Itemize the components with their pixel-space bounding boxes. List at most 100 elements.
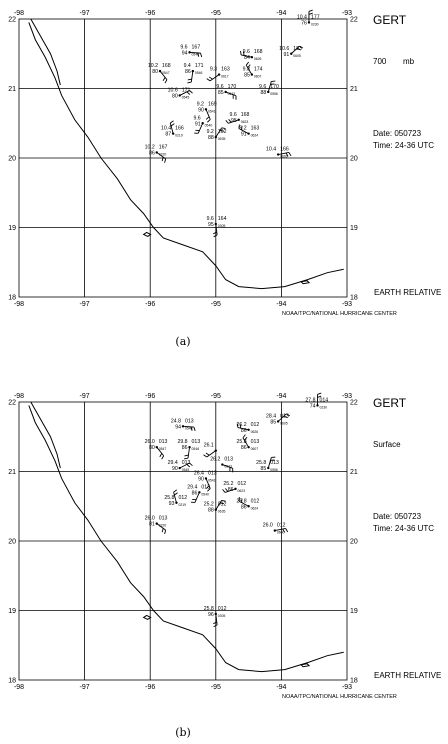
lat-tick-right: 21: [350, 86, 358, 93]
station-dewpoint: 85: [218, 90, 224, 96]
station-time: 0541: [208, 109, 216, 113]
nhc-credit: NOAA/TPC/NATIONAL HURRICANE CENTER: [282, 694, 397, 700]
station-time: 0220: [159, 524, 167, 528]
station-plot: 25.896 012 0305: [204, 606, 227, 628]
barb-flag: [193, 426, 196, 432]
station-height: 169: [208, 101, 217, 107]
lon-tick-top: -93: [342, 10, 352, 17]
time-label: Time: 24-36 UTC: [373, 141, 434, 150]
station-dewpoint: 91: [195, 121, 201, 127]
station-temperature: 10.4: [266, 147, 276, 153]
station-temperature: 9.6: [207, 216, 214, 222]
station-dewpoint: 84: [244, 55, 250, 61]
lat-tick-right: 18: [350, 295, 358, 302]
station-height: 166: [175, 126, 184, 132]
barb-flag: [238, 124, 240, 129]
station-temperature: 28.4: [266, 413, 276, 419]
barb-flag: [225, 488, 229, 492]
station-plot: 9.3 163 0617: [206, 67, 230, 82]
station-temperature: 10.6: [168, 87, 178, 93]
station-height: 012: [251, 422, 260, 428]
wind-barb: [189, 51, 201, 54]
barb-flag: [285, 413, 290, 417]
station-dewpoint: 86: [241, 445, 247, 451]
barb-flag: [207, 119, 211, 123]
station-dewpoint: 86: [192, 490, 198, 496]
level-value: 700: [373, 57, 387, 66]
station-plot: 26.081 013 0220: [145, 516, 168, 535]
station-time: 0230: [311, 22, 319, 26]
station-height: 013: [208, 470, 217, 476]
lat-tick-left: 19: [8, 608, 16, 615]
station-temperature: 25.8: [236, 498, 246, 504]
station-dewpoint: 90: [172, 466, 178, 472]
lat-tick-right: 22: [350, 17, 358, 24]
barb-flag: [159, 453, 163, 458]
wind-barb: [194, 492, 200, 503]
lon-tick-top: -96: [145, 10, 155, 17]
station-time: 0230: [319, 405, 327, 409]
station-temperature: 25.8: [256, 460, 266, 466]
station-temperature: 9.6: [259, 84, 266, 90]
barb-flag: [161, 455, 165, 460]
barb-flag: [173, 489, 178, 493]
station-time: 0547: [162, 71, 170, 75]
station-height: 166: [280, 147, 289, 153]
wind-barb: [197, 123, 204, 134]
station-plot: 9.885 174 0607: [243, 61, 263, 79]
barb-flag: [219, 502, 225, 505]
station-height: 013: [192, 439, 201, 445]
lon-tick-bottom: -95: [211, 301, 221, 308]
lon-tick-bottom: -93: [342, 301, 352, 308]
lat-tick-left: 18: [8, 678, 16, 685]
barb-flag: [222, 489, 226, 493]
station-plot: 10.280 168 0547: [148, 63, 171, 84]
station-time: 0546: [195, 71, 203, 75]
lon-tick-bottom: -98: [14, 301, 24, 308]
station-time: 0541: [208, 478, 216, 482]
barb-flag: [213, 624, 218, 628]
station-height: 163: [251, 126, 260, 132]
wind-barb: [206, 450, 217, 458]
wind-barb: [169, 122, 174, 134]
station-height: 013: [251, 439, 260, 445]
wind-barb: [156, 446, 165, 457]
station-height: 183: [293, 46, 302, 52]
lon-tick-top: -93: [342, 393, 352, 400]
lon-tick-bottom: -94: [276, 684, 286, 691]
lon-tick-top: -95: [211, 393, 221, 400]
station-plot: 25.885 013 0556: [256, 456, 279, 472]
station-plot: 10.476 177 0230: [297, 9, 320, 26]
barb-flag: [213, 231, 217, 235]
panel-caption: (b): [175, 726, 191, 739]
station-dewpoint: 96: [208, 612, 214, 618]
wind-barb: [187, 447, 191, 459]
wind-barb: [274, 528, 286, 532]
wind-barb: [215, 223, 218, 235]
station-plot: 29.886 013 0546: [177, 439, 201, 460]
station-dewpoint: 93: [169, 501, 175, 507]
station-height: 013: [201, 484, 210, 490]
station-time: 0556: [270, 92, 278, 96]
station-plot: 24.894 013 0548: [171, 418, 196, 432]
barb-flag: [245, 61, 250, 66]
barb-flag: [164, 79, 168, 84]
barb-flag: [203, 454, 208, 458]
barb-flag: [213, 621, 217, 625]
barb-flag: [200, 52, 203, 58]
lat-tick-left: 20: [8, 539, 16, 546]
station-height: 013: [159, 516, 168, 522]
station-temperature: 9.6: [243, 49, 250, 55]
station-dewpoint: 95: [231, 118, 237, 124]
station-height: 012: [218, 502, 227, 508]
lat-tick-right: 19: [350, 608, 358, 615]
station-dewpoint: 88: [260, 90, 266, 96]
station-time: 0605: [293, 54, 301, 58]
wind-barb: [173, 492, 177, 503]
station-dewpoint: 87: [165, 132, 171, 138]
station-temperature: 26.2: [236, 422, 246, 428]
coastline: [28, 22, 344, 290]
lon-tick-top: -94: [276, 10, 286, 17]
